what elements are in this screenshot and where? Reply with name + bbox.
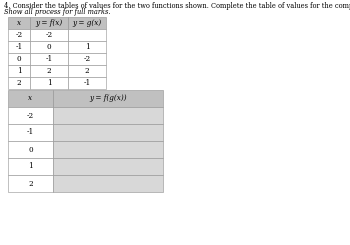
Bar [30,41,68,53]
Text: 0: 0 [17,55,21,63]
Bar [8,65,30,77]
Bar [8,53,30,65]
Text: 0: 0 [47,43,51,51]
Text: -2: -2 [27,111,34,120]
Bar [68,53,106,65]
Text: x: x [28,95,33,102]
Text: 1: 1 [85,43,89,51]
Bar [8,175,53,192]
Text: 1: 1 [17,67,21,75]
Text: 0: 0 [28,146,33,154]
Bar [30,77,68,89]
Text: x: x [17,19,21,27]
Bar [68,77,106,89]
Bar [53,90,163,107]
Bar [68,41,106,53]
Text: y = g(x): y = g(x) [72,19,102,27]
Text: y = f(g(x)): y = f(g(x)) [89,95,127,102]
Text: -2: -2 [46,31,52,39]
Bar [53,158,163,175]
Bar [8,158,53,175]
Bar [53,107,163,124]
Bar [8,17,30,29]
Text: 2: 2 [85,67,89,75]
Bar [68,29,106,41]
Bar [30,29,68,41]
Text: -2: -2 [83,55,91,63]
Bar [30,17,68,29]
Text: -1: -1 [27,128,34,136]
Text: -1: -1 [46,55,52,63]
Bar [8,29,30,41]
Bar [68,17,106,29]
Bar [30,53,68,65]
Text: -1: -1 [15,43,23,51]
Bar [8,124,53,141]
Text: 2: 2 [17,79,21,87]
Bar [8,141,53,158]
Bar [68,65,106,77]
Bar [53,175,163,192]
Bar [8,41,30,53]
Bar [30,65,68,77]
Text: -2: -2 [15,31,22,39]
Bar [53,124,163,141]
Text: 1: 1 [47,79,51,87]
Text: 1: 1 [28,162,33,171]
Text: Show all process for full marks.: Show all process for full marks. [4,8,111,16]
Bar [8,90,53,107]
Bar [8,77,30,89]
Text: y = f(x): y = f(x) [35,19,63,27]
Bar [53,141,163,158]
Text: 4. Consider the tables of values for the two functions shown. Complete the table: 4. Consider the tables of values for the… [4,2,350,10]
Text: 2: 2 [28,180,33,187]
Text: -1: -1 [83,79,91,87]
Bar [8,107,53,124]
Text: 2: 2 [47,67,51,75]
